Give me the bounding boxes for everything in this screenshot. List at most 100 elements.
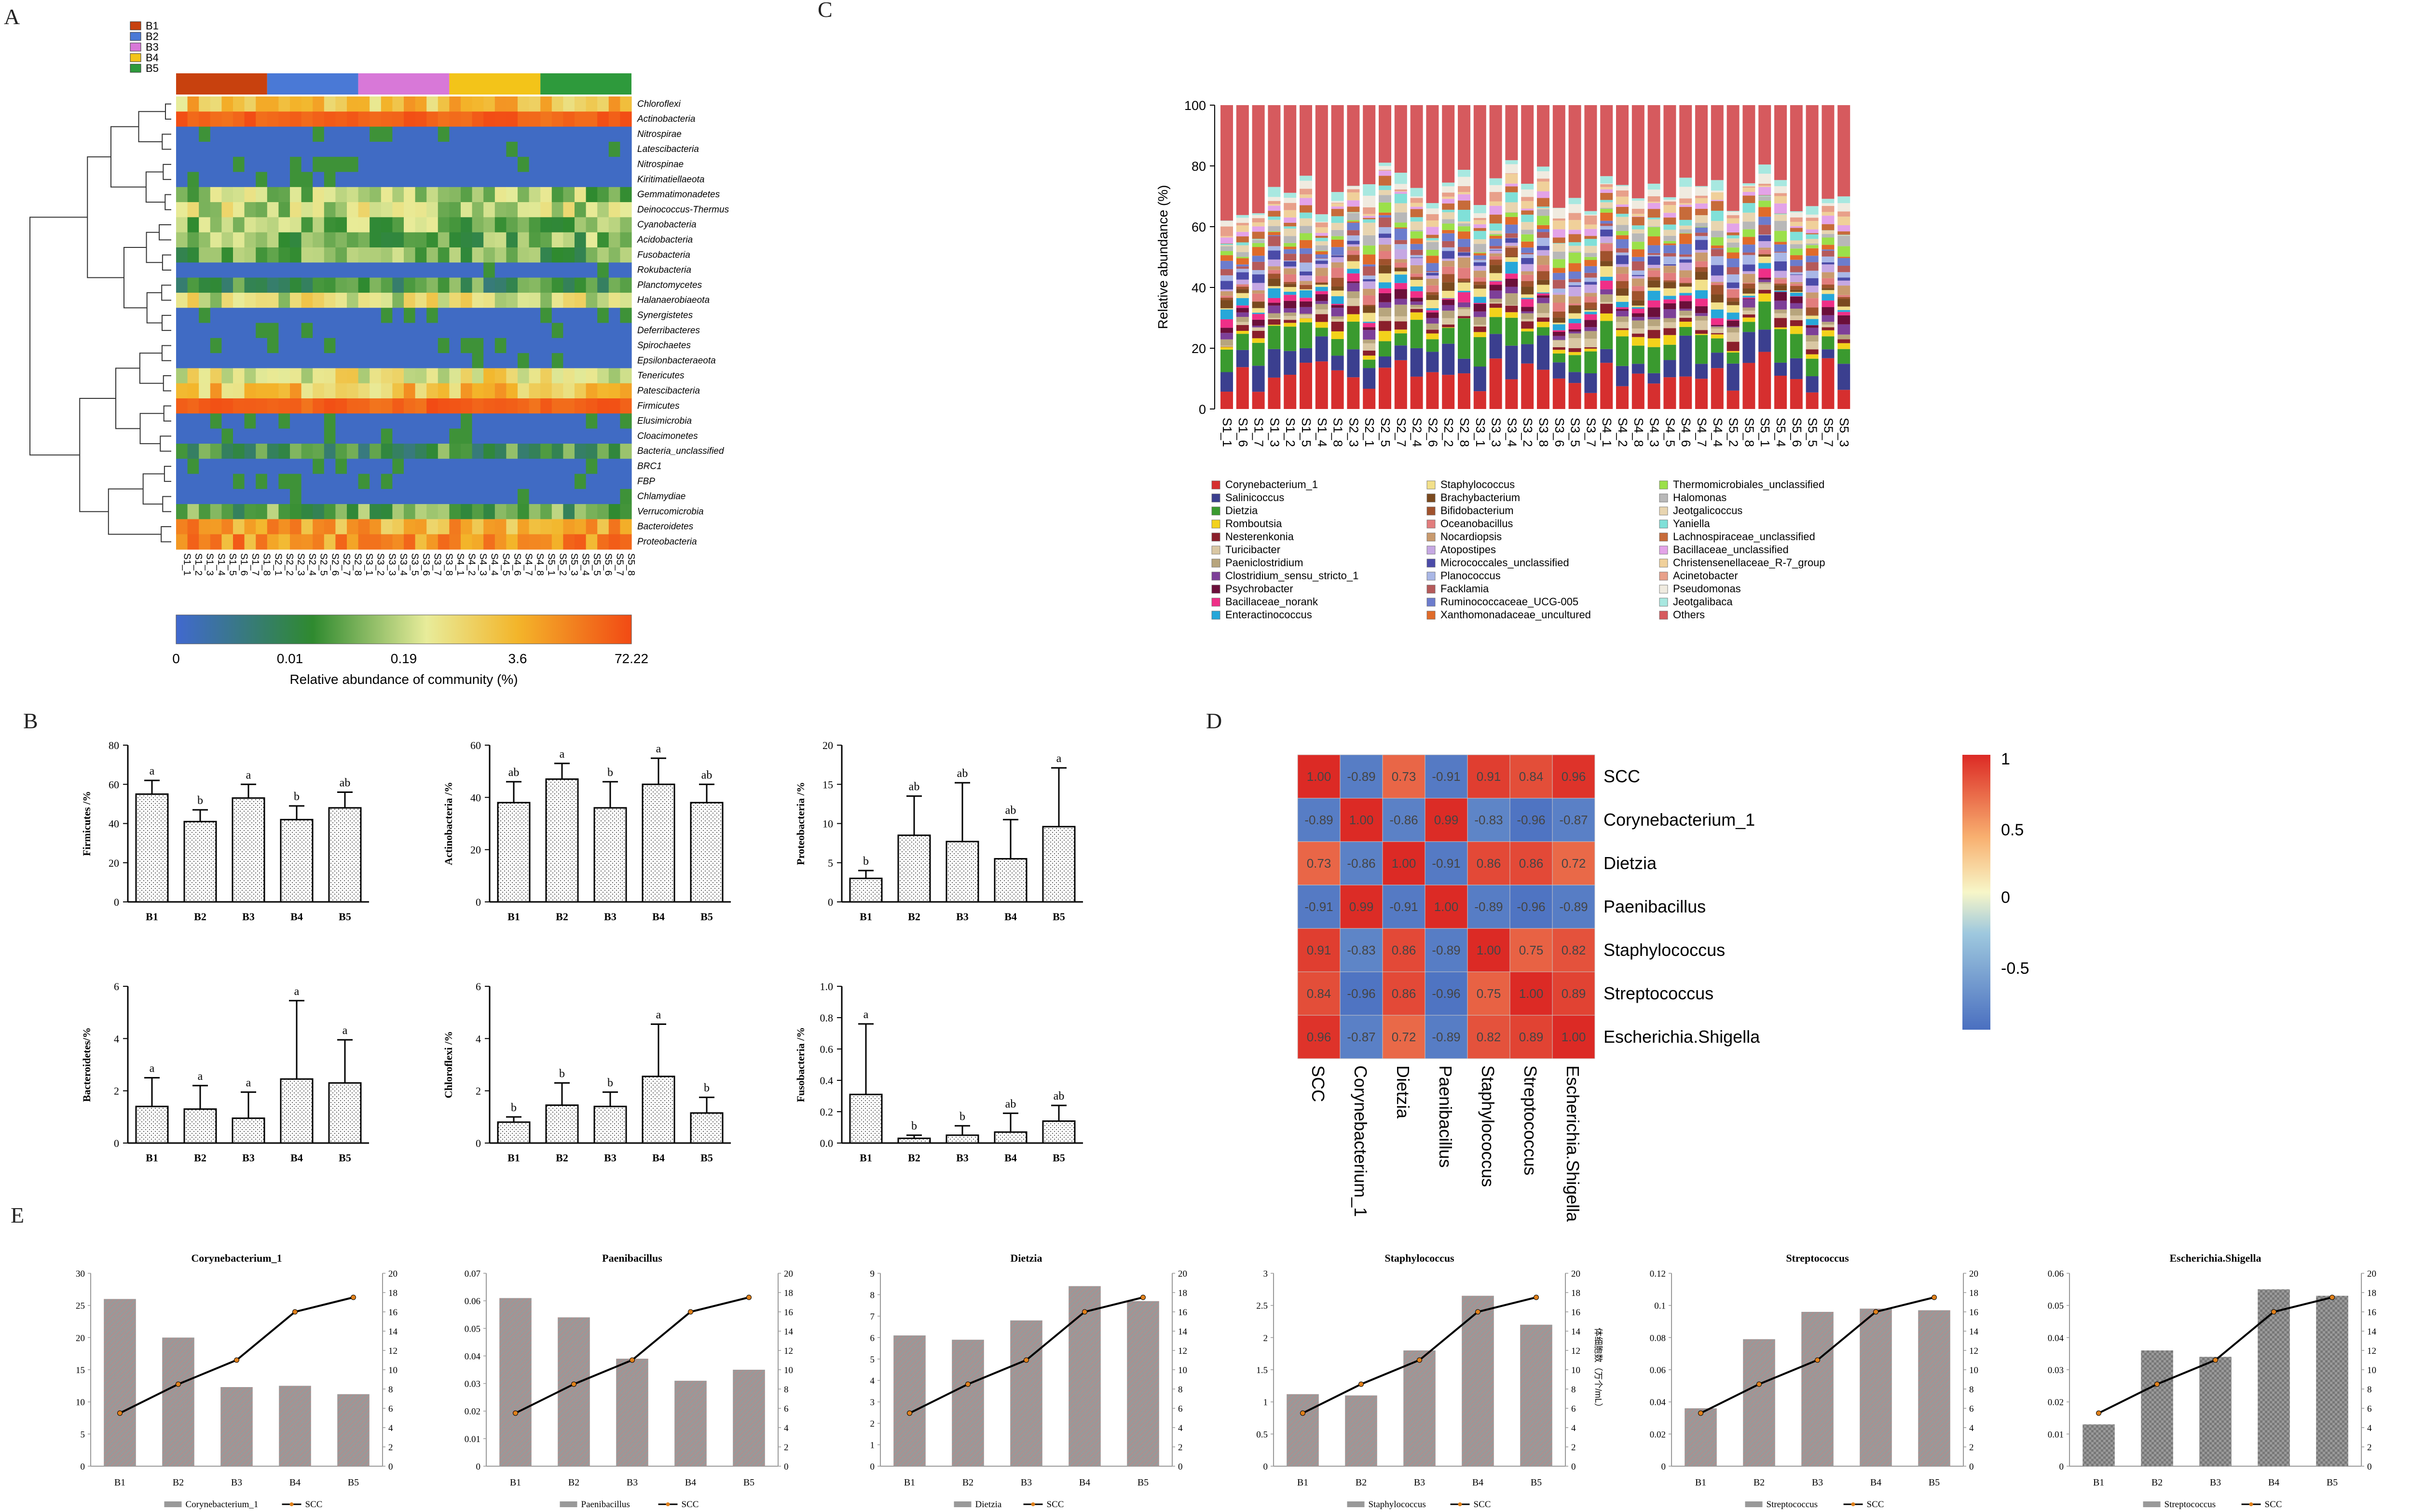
heatmap-cell (540, 443, 552, 459)
bar-B5 (1520, 1324, 1552, 1466)
heatmap-cell (381, 202, 393, 218)
heatmap-cell (187, 157, 199, 173)
segment-Bacillaceae_unclassified (1505, 183, 1518, 187)
legend-label: Xanthomonadaceae_uncultured (1440, 609, 1591, 621)
legend-line-label: SCC (1474, 1499, 1491, 1510)
y-tick-label: 0.8 (820, 1012, 834, 1024)
heatmap-cell (620, 504, 632, 519)
phylum-label: Actinobacteria (637, 114, 695, 124)
segment-Corynebacterium_1 (1727, 390, 1740, 409)
heatmap-cell (335, 398, 347, 414)
sample-label: S1_2 (1283, 418, 1298, 447)
heatmap-cell (506, 232, 518, 248)
segment-Paeniclostridium (1616, 316, 1629, 322)
segment-Salinicoccus (1331, 355, 1344, 370)
segment-Nesterenkonia (1458, 316, 1470, 318)
segment-Enteractinococcus (1790, 292, 1803, 297)
heatmap-cell (392, 353, 404, 368)
heatmap-cell (381, 292, 393, 308)
corr-value: 0.84 (1519, 769, 1544, 784)
segment-Bacillaceae_norank (1600, 280, 1613, 289)
segment-Acinetobacter (1695, 195, 1708, 198)
segment-Staphylococcus (1331, 290, 1344, 297)
segment-Jeotgalibaca (1315, 214, 1328, 222)
heatmap-cell (529, 383, 541, 399)
heatmap-cell (244, 126, 256, 142)
heatmap-cell (551, 534, 563, 550)
segment-Thermomicrobiales_unclassified (1631, 242, 1645, 250)
heatmap-cell (221, 474, 233, 490)
significance-letter: b (294, 790, 300, 803)
heatmap-cell (529, 459, 541, 475)
segment-Acinetobacter (1742, 186, 1755, 188)
y-tick-label: 1.5 (1256, 1365, 1268, 1376)
segment-Staphylococcus (1521, 294, 1534, 298)
segment-Christensenellaceae_R-7_group (1410, 203, 1423, 207)
dendrogram-branch (159, 224, 171, 241)
heatmap-cell (404, 217, 416, 233)
segment-Psychrobacter (1616, 309, 1629, 311)
heatmap-cell (529, 504, 541, 519)
heatmap-cell (278, 187, 290, 203)
heatmap-cell (176, 262, 188, 278)
segment-Christensenellaceae_R-7_group (1742, 188, 1755, 192)
segment-Salinicoccus (1252, 366, 1265, 392)
x-tick-label: B5 (1053, 1152, 1065, 1164)
heatmap-cell (404, 534, 416, 550)
heatmap-cell (472, 232, 484, 248)
heatmap-cell (529, 534, 541, 550)
segment-Christensenellaceae_R-7_group (1552, 220, 1565, 230)
x-tick-label: B2 (2152, 1477, 2163, 1488)
legend-swatch (1426, 519, 1436, 529)
segment-Lachnospiraceae_unclassified (1315, 235, 1328, 238)
segment-Staphylococcus (1410, 280, 1423, 286)
heatmap-cell (278, 519, 290, 535)
heatmap-cell (494, 489, 507, 504)
segment-Nesterenkonia (1806, 349, 1819, 354)
heatmap-cell (438, 534, 450, 550)
bar-B2 (183, 820, 217, 903)
heatmap-cell (575, 504, 587, 519)
segment-Clostridium_sensu_stricto_1 (1806, 327, 1819, 335)
segment-Yaniella (1220, 244, 1233, 245)
segment-Brachybacterium (1458, 281, 1470, 283)
heatmap-cell (586, 443, 598, 459)
segment-Thermomicrobiales_unclassified (1442, 223, 1455, 230)
heatmap-cell (324, 338, 336, 354)
segment-Jeotgalicoccus (1837, 235, 1850, 236)
segment-Xanthomonadaceae_uncultured (1410, 238, 1423, 244)
heatmap-cell (370, 428, 382, 444)
segment-Jeotgalicoccus (1410, 221, 1423, 230)
heatmap-cell (563, 126, 575, 142)
right-tick-label: 0 (2367, 1462, 2372, 1472)
heatmap-cell (506, 202, 518, 218)
sample-label: S5_8 (626, 553, 636, 576)
segment-Christensenellaceae_R-7_group (1758, 185, 1771, 187)
heatmap-cell (301, 338, 313, 354)
heatmap-cell (221, 232, 233, 248)
heatmap-cell (335, 474, 347, 490)
legend-swatch (1659, 506, 1668, 516)
segment-Psychrobacter (1347, 281, 1360, 283)
heatmap-cell (313, 232, 325, 248)
heatmap-cell (494, 443, 507, 459)
heatmap-cell (608, 277, 620, 293)
right-tick-label: 0 (1178, 1462, 1183, 1472)
heatmap-cell (449, 534, 461, 550)
segment-Nesterenkonia (1363, 350, 1376, 356)
sample-label: S4_5 (1663, 418, 1677, 447)
heatmap-cell (370, 368, 382, 384)
segment-Corynebacterium_1 (1552, 378, 1565, 409)
heatmap-cell (290, 489, 302, 504)
heatmap-cell (199, 247, 211, 263)
heatmap-cell (221, 217, 233, 233)
segment-Lachnospiraceae_unclassified (1347, 206, 1360, 212)
segment-Romboutsia (1379, 331, 1391, 341)
y-tick-label: 60 (1192, 220, 1206, 234)
sample-label: S4_5 (500, 553, 511, 576)
segment-Yaniella (1489, 223, 1502, 231)
segment-Salinicoccus (1268, 349, 1281, 378)
segment-Staphylococcus (1647, 287, 1660, 291)
heatmap-cell (494, 383, 507, 399)
corr-cell (1340, 885, 1383, 929)
